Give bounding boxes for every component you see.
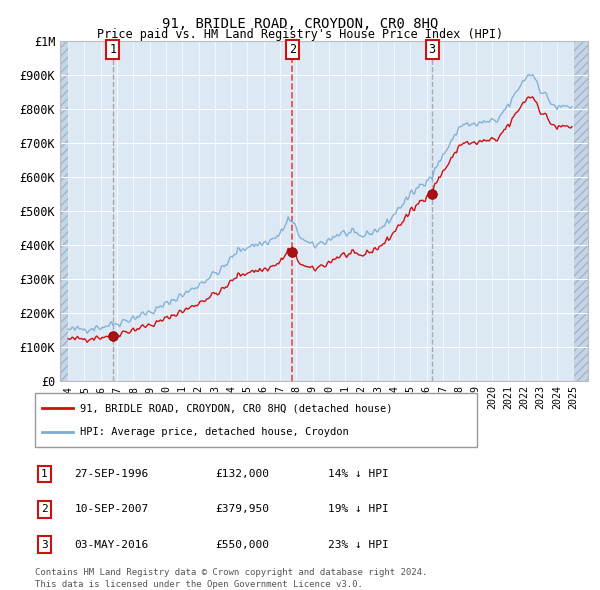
Text: 03-MAY-2016: 03-MAY-2016 (74, 540, 149, 550)
Text: Contains HM Land Registry data © Crown copyright and database right 2024.: Contains HM Land Registry data © Crown c… (35, 568, 427, 577)
Text: This data is licensed under the Open Government Licence v3.0.: This data is licensed under the Open Gov… (35, 579, 363, 589)
Text: 1: 1 (41, 469, 47, 479)
Text: £379,950: £379,950 (215, 504, 269, 514)
Text: 3: 3 (428, 43, 436, 56)
Text: 14% ↓ HPI: 14% ↓ HPI (328, 469, 389, 479)
Text: 19% ↓ HPI: 19% ↓ HPI (328, 504, 389, 514)
Bar (60, 41, 68, 381)
Text: HPI: Average price, detached house, Croydon: HPI: Average price, detached house, Croy… (80, 427, 349, 437)
Text: 1: 1 (109, 43, 116, 56)
Text: 27-SEP-1996: 27-SEP-1996 (74, 469, 149, 479)
Text: 3: 3 (41, 540, 47, 550)
Text: 23% ↓ HPI: 23% ↓ HPI (328, 540, 389, 550)
Text: £550,000: £550,000 (215, 540, 269, 550)
Text: Price paid vs. HM Land Registry's House Price Index (HPI): Price paid vs. HM Land Registry's House … (97, 28, 503, 41)
Text: 2: 2 (289, 43, 296, 56)
Text: 91, BRIDLE ROAD, CROYDON, CR0 8HQ (detached house): 91, BRIDLE ROAD, CROYDON, CR0 8HQ (detac… (80, 403, 392, 413)
Text: 10-SEP-2007: 10-SEP-2007 (74, 504, 149, 514)
Text: 91, BRIDLE ROAD, CROYDON, CR0 8HQ: 91, BRIDLE ROAD, CROYDON, CR0 8HQ (162, 17, 438, 31)
Text: 2: 2 (41, 504, 47, 514)
Text: £132,000: £132,000 (215, 469, 269, 479)
Bar (35, 394, 477, 447)
Bar (574, 41, 588, 381)
